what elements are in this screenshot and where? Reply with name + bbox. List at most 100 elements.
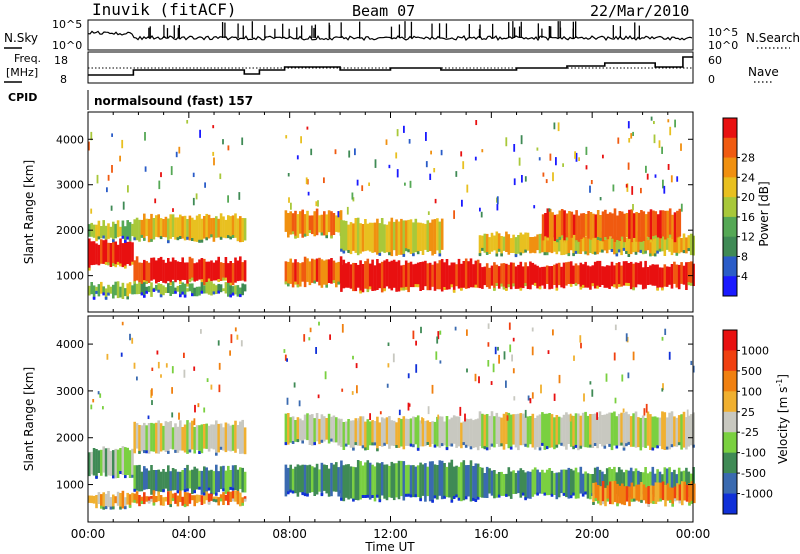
heatmap-cell xyxy=(361,224,365,252)
heatmap-cell xyxy=(572,470,575,495)
heatmap-cell xyxy=(205,282,208,294)
heatmap-cell xyxy=(675,252,679,256)
scatter-point xyxy=(305,177,308,185)
scatter-point xyxy=(613,352,616,361)
heatmap-cell xyxy=(678,208,682,237)
colorbar-tick-label: -100 xyxy=(741,447,766,460)
scatter-point xyxy=(653,134,656,144)
heatmap-cell xyxy=(138,450,141,454)
heatmap-cell xyxy=(438,221,442,256)
scatter-point xyxy=(536,147,539,151)
heatmap-cell xyxy=(109,451,113,476)
heatmap-cell xyxy=(603,236,607,251)
scatter-point xyxy=(437,331,440,340)
heatmap-cell xyxy=(397,417,401,448)
heatmap-cell xyxy=(436,465,439,500)
heatmap-cell xyxy=(212,291,216,295)
heatmap-cell xyxy=(604,209,607,239)
heatmap-cell xyxy=(193,287,196,297)
heatmap-cell xyxy=(632,413,635,447)
heatmap-cell xyxy=(176,237,180,241)
heatmap-cell xyxy=(485,263,489,288)
heatmap-cell xyxy=(203,495,206,504)
heatmap-cell xyxy=(431,421,434,444)
heatmap-cell xyxy=(236,260,240,282)
heatmap-cell xyxy=(207,214,211,239)
heatmap-cell xyxy=(126,236,129,240)
scatter-point xyxy=(645,403,648,413)
heatmap-cell xyxy=(409,465,413,497)
heatmap-cell xyxy=(205,423,208,449)
heatmap-cell xyxy=(526,232,530,251)
heatmap-cell xyxy=(497,248,501,252)
heatmap-cell xyxy=(195,286,199,297)
heatmap-cell xyxy=(556,239,559,243)
heatmap-cell xyxy=(198,425,201,454)
heatmap-cell xyxy=(568,211,571,239)
heatmap-cell xyxy=(593,467,597,495)
heatmap-cell xyxy=(212,498,216,502)
heatmap-cell xyxy=(301,420,304,443)
heatmap-cell xyxy=(162,497,165,506)
heatmap-cell xyxy=(587,211,590,239)
heatmap-cell xyxy=(191,258,194,280)
heatmap-cell xyxy=(356,420,360,446)
heatmap-cell xyxy=(284,413,288,445)
heatmap-cell xyxy=(112,475,115,479)
heatmap-cell xyxy=(543,266,547,289)
heatmap-cell xyxy=(414,218,418,253)
heatmap-cell xyxy=(323,211,326,236)
heatmap-cell xyxy=(666,210,670,238)
scatter-point xyxy=(315,347,317,354)
heatmap-cell xyxy=(311,258,314,283)
heatmap-cell xyxy=(670,264,674,289)
heatmap-cell xyxy=(687,262,691,285)
scatter-point xyxy=(497,346,499,351)
colorbar-tick-label: 25 xyxy=(741,406,755,419)
heatmap-cell xyxy=(352,223,355,251)
scatter-point xyxy=(348,150,351,158)
heatmap-cell xyxy=(409,443,413,447)
scatter-point xyxy=(478,376,480,384)
heatmap-cell xyxy=(692,467,695,496)
heatmap-cell xyxy=(629,235,633,255)
heatmap-cell xyxy=(656,417,659,448)
heatmap-cell xyxy=(135,491,139,504)
heatmap-cell xyxy=(395,219,398,256)
heatmap-cell xyxy=(581,493,585,497)
scatter-point xyxy=(387,342,390,347)
heatmap-cell xyxy=(109,506,113,510)
heatmap-cell xyxy=(543,492,547,496)
heatmap-cell xyxy=(90,282,93,295)
heatmap-cell xyxy=(693,483,696,504)
heatmap-cell xyxy=(677,467,681,497)
heatmap-cell xyxy=(584,214,588,237)
scatter-point xyxy=(674,119,676,128)
heatmap-cell xyxy=(601,249,604,253)
heatmap-cell xyxy=(219,446,223,450)
heatmap-cell xyxy=(239,467,242,490)
scatter-point xyxy=(90,131,93,141)
heatmap-cell xyxy=(303,414,307,440)
heatmap-cell xyxy=(651,466,655,495)
scatter-point xyxy=(558,374,561,384)
scatter-point xyxy=(307,191,310,196)
heatmap-cell xyxy=(562,238,566,255)
heatmap-cell xyxy=(472,497,475,501)
heatmap-cell xyxy=(291,262,295,288)
heatmap-cell xyxy=(483,233,487,253)
heatmap-cell xyxy=(622,261,626,286)
heatmap-cell xyxy=(376,494,379,498)
heatmap-cell xyxy=(92,296,96,300)
heatmap-cell xyxy=(95,286,98,293)
scatter-point xyxy=(203,407,206,413)
heatmap-cell xyxy=(219,213,223,239)
heatmap-cell xyxy=(296,214,300,238)
scatter-point xyxy=(355,363,358,369)
heatmap-cell xyxy=(455,264,458,287)
heatmap-cell xyxy=(414,494,418,498)
heatmap-cell xyxy=(598,260,602,287)
heatmap-cell xyxy=(514,473,518,494)
heatmap-cell xyxy=(416,251,420,255)
scatter-point xyxy=(171,366,174,374)
